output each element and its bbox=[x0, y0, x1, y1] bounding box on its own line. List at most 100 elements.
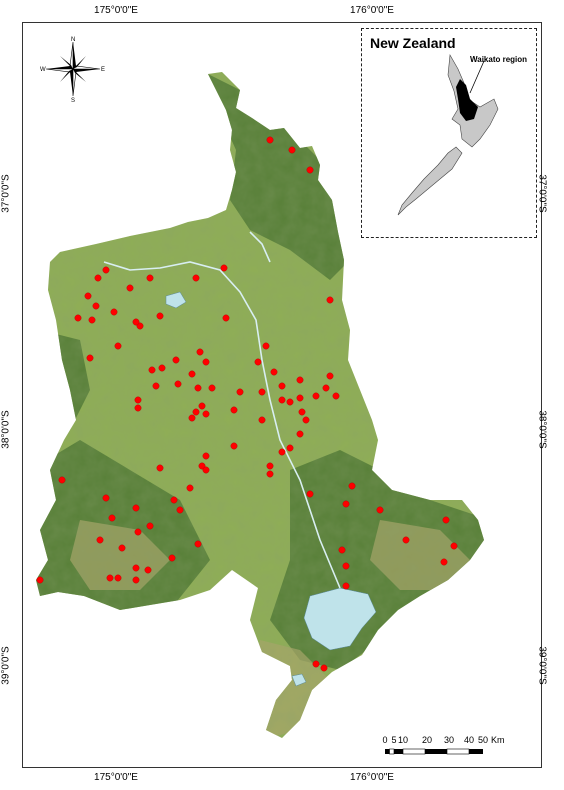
sample-site-marker bbox=[114, 574, 122, 582]
sample-site-marker bbox=[266, 462, 274, 470]
sample-site-marker bbox=[278, 382, 286, 390]
sample-site-marker bbox=[134, 396, 142, 404]
sample-site-marker bbox=[440, 558, 448, 566]
sample-site-marker bbox=[320, 664, 328, 672]
sample-site-marker bbox=[158, 364, 166, 372]
sample-site-marker bbox=[156, 312, 164, 320]
sample-site-marker bbox=[132, 576, 140, 584]
sample-site-marker bbox=[258, 388, 266, 396]
compass-s: S bbox=[71, 98, 75, 102]
scale-tick-10: 10 bbox=[397, 735, 409, 745]
sample-site-marker bbox=[342, 582, 350, 590]
sample-site-marker bbox=[132, 504, 140, 512]
sample-site-marker bbox=[302, 416, 310, 424]
scale-tick-30: 30 bbox=[443, 735, 455, 745]
sample-site-marker bbox=[288, 146, 296, 154]
sample-site-marker bbox=[36, 576, 44, 584]
compass-e: E bbox=[101, 67, 105, 73]
sample-site-marker bbox=[84, 292, 92, 300]
sample-site-marker bbox=[126, 284, 134, 292]
sample-site-marker bbox=[172, 356, 180, 364]
sample-site-marker bbox=[254, 358, 262, 366]
sample-site-marker bbox=[258, 416, 266, 424]
sample-site-marker bbox=[262, 342, 270, 350]
sample-site-marker bbox=[134, 404, 142, 412]
sample-site-marker bbox=[312, 660, 320, 668]
sample-site-marker bbox=[132, 564, 140, 572]
sample-site-marker bbox=[450, 542, 458, 550]
sample-site-marker bbox=[270, 368, 278, 376]
sample-site-marker bbox=[108, 514, 116, 522]
sample-site-marker bbox=[188, 414, 196, 422]
inset-waikato-region bbox=[456, 79, 478, 121]
sample-site-marker bbox=[146, 274, 154, 282]
scale-tick-50: 50 bbox=[477, 735, 489, 745]
sample-site-marker bbox=[192, 274, 200, 282]
sample-site-marker bbox=[296, 394, 304, 402]
inset-south-island bbox=[397, 146, 463, 216]
sample-site-marker bbox=[152, 382, 160, 390]
sample-site-marker bbox=[132, 318, 140, 326]
sample-site-marker bbox=[326, 372, 334, 380]
sample-site-marker bbox=[312, 392, 320, 400]
sample-site-marker bbox=[202, 452, 210, 460]
sample-site-marker bbox=[106, 574, 114, 582]
compass-n: N bbox=[71, 37, 75, 43]
sample-site-marker bbox=[278, 396, 286, 404]
sample-site-marker bbox=[286, 398, 294, 406]
sample-site-marker bbox=[94, 274, 102, 282]
sample-site-marker bbox=[194, 384, 202, 392]
sample-site-marker bbox=[186, 484, 194, 492]
sample-site-marker bbox=[202, 410, 210, 418]
sample-site-marker bbox=[266, 470, 274, 478]
sample-site-marker bbox=[174, 380, 182, 388]
inset-map: New Zealand Waikato region bbox=[361, 28, 537, 238]
scale-tick-40: 40 bbox=[463, 735, 475, 745]
sample-site-marker bbox=[348, 482, 356, 490]
sample-site-marker bbox=[134, 528, 142, 536]
sample-site-marker bbox=[110, 308, 118, 316]
sample-site-marker bbox=[332, 392, 340, 400]
compass-w: W bbox=[40, 67, 46, 73]
sample-site-marker bbox=[278, 448, 286, 456]
sample-site-marker bbox=[208, 384, 216, 392]
sample-site-marker bbox=[202, 358, 210, 366]
longitude-label-top-175: 175°0'0"E bbox=[94, 5, 138, 16]
sample-site-marker bbox=[306, 166, 314, 174]
sample-site-marker bbox=[148, 366, 156, 374]
inset-region-label: Waikato region bbox=[470, 55, 528, 64]
sample-site-marker bbox=[342, 562, 350, 570]
sample-site-marker bbox=[322, 384, 330, 392]
sample-site-marker bbox=[222, 314, 230, 322]
sample-sites bbox=[36, 136, 458, 672]
sample-site-marker bbox=[146, 522, 154, 530]
inset-north-island bbox=[447, 54, 499, 148]
sample-site-marker bbox=[86, 354, 94, 362]
scale-tick-0: 0 bbox=[382, 735, 388, 745]
sample-site-marker bbox=[376, 506, 384, 514]
sample-site-marker bbox=[170, 496, 178, 504]
sample-site-marker bbox=[266, 136, 274, 144]
sample-site-marker bbox=[230, 406, 238, 414]
sample-site-marker bbox=[192, 408, 200, 416]
scale-tick-20: 20 bbox=[421, 735, 433, 745]
sample-site-marker bbox=[286, 444, 294, 452]
river-north bbox=[249, 231, 271, 263]
lake-taupo bbox=[303, 587, 377, 651]
sample-site-marker bbox=[102, 494, 110, 502]
sample-site-marker bbox=[236, 388, 244, 396]
north-arrow-compass: N S W E bbox=[40, 37, 105, 102]
sample-site-marker bbox=[168, 554, 176, 562]
sample-site-marker bbox=[102, 266, 110, 274]
sample-site-marker bbox=[188, 370, 196, 378]
sample-site-marker bbox=[306, 490, 314, 498]
sample-site-marker bbox=[58, 476, 66, 484]
sample-site-marker bbox=[156, 464, 164, 472]
sample-site-marker bbox=[118, 544, 126, 552]
sample-site-marker bbox=[196, 348, 204, 356]
sample-site-marker bbox=[342, 500, 350, 508]
sample-site-marker bbox=[230, 442, 238, 450]
lake-small-south bbox=[291, 673, 307, 687]
sample-site-marker bbox=[326, 296, 334, 304]
